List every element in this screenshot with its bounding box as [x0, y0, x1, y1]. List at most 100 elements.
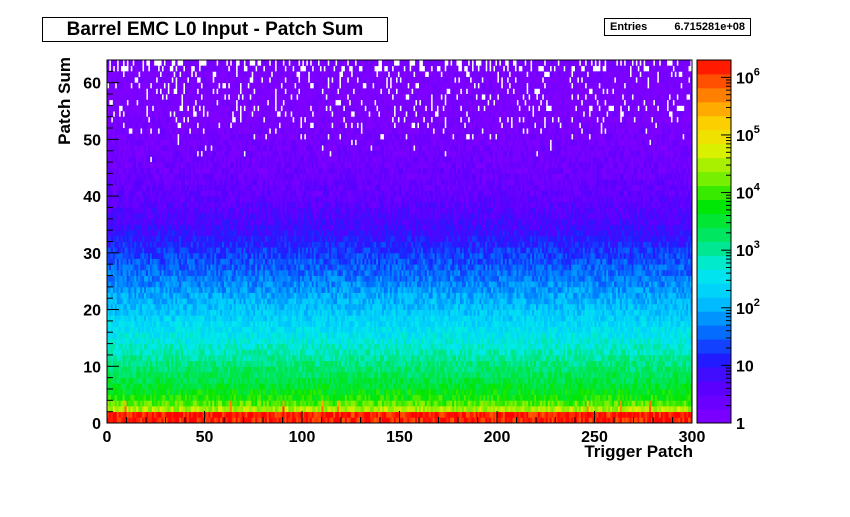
- heatmap-cell: [124, 411, 127, 418]
- heatmap-cell: [138, 179, 141, 186]
- heatmap-cell: [107, 371, 110, 379]
- heatmap-cell: [120, 309, 123, 316]
- heatmap-cell: [126, 207, 129, 214]
- heatmap-cell: [237, 111, 240, 118]
- heatmap-cell: [128, 145, 131, 152]
- heatmap-cell: [136, 411, 139, 418]
- heatmap-cell: [114, 218, 118, 225]
- heatmap-cell: [110, 94, 114, 101]
- heatmap-cell: [140, 99, 143, 106]
- heatmap-cell: [134, 71, 137, 78]
- heatmap-cell: [128, 394, 131, 401]
- heatmap-cell: [107, 343, 110, 350]
- heatmap-cell: [138, 128, 141, 135]
- heatmap-cell: [114, 405, 118, 413]
- heatmap-cell: [108, 281, 112, 288]
- heatmap-cell: [122, 360, 125, 367]
- heatmap-cell: [261, 116, 264, 123]
- heatmap-cell: [120, 60, 123, 67]
- heatmap-cell: [132, 281, 135, 288]
- heatmap-cell: [124, 162, 127, 169]
- heatmap-cell: [112, 281, 116, 288]
- heatmap-cell: [132, 179, 135, 186]
- heatmap-cell: [200, 105, 203, 112]
- heatmap-cell: [116, 184, 120, 191]
- heatmap-cell: [108, 167, 112, 174]
- heatmap-cell: [107, 286, 110, 293]
- heatmap-cell: [114, 292, 118, 299]
- heatmap-cell: [136, 360, 139, 367]
- heatmap-cell: [110, 218, 114, 225]
- heatmap-cell: [108, 343, 112, 350]
- heatmap-cell: [227, 122, 231, 129]
- heatmap-cell: [146, 65, 149, 72]
- heatmap-cell: [140, 224, 143, 231]
- heatmap-cell: [108, 269, 112, 276]
- heatmap-cell: [114, 343, 118, 350]
- heatmap-cell: [138, 337, 141, 344]
- heatmap-cell: [161, 60, 164, 67]
- heatmap-cell: [132, 337, 135, 344]
- heatmap-cell: [108, 150, 112, 157]
- heatmap-cell: [181, 82, 184, 89]
- heatmap-cell: [120, 400, 123, 407]
- heatmap-cell: [136, 388, 139, 396]
- heatmap-cell: [124, 258, 127, 265]
- heatmap-cell: [118, 337, 122, 344]
- heatmap-cell: [136, 213, 139, 220]
- heatmap-cell: [120, 99, 123, 106]
- heatmap-cell: [120, 326, 123, 333]
- heatmap-cell: [124, 241, 127, 248]
- heatmap-cell: [114, 156, 118, 163]
- heatmap-cell: [122, 150, 125, 157]
- heatmap-cell: [126, 360, 129, 367]
- heatmap-cell: [138, 303, 141, 310]
- heatmap-cell: [108, 400, 112, 407]
- heatmap-cell: [134, 179, 137, 186]
- heatmap-cell: [241, 65, 244, 72]
- heatmap-cells: [107, 60, 693, 424]
- heatmap-cell: [134, 303, 137, 310]
- heatmap-cell: [124, 82, 127, 89]
- heatmap-cell: [116, 315, 120, 322]
- heatmap-cell: [112, 298, 116, 305]
- heatmap-cell: [132, 201, 135, 208]
- heatmap-cell: [107, 145, 110, 152]
- heatmap-cell: [120, 150, 123, 157]
- heatmap-cell: [138, 94, 141, 101]
- heatmap-cell: [132, 230, 135, 237]
- heatmap-cell: [134, 366, 137, 373]
- heatmap-cell: [122, 281, 125, 288]
- heatmap-cell: [108, 71, 112, 78]
- heatmap-cell: [120, 269, 123, 276]
- heatmap-cell: [122, 326, 125, 333]
- heatmap-cell: [225, 94, 229, 101]
- heatmap-cell: [112, 354, 116, 362]
- heatmap-cell: [130, 337, 133, 344]
- heatmap-cell: [118, 405, 122, 413]
- heatmap-cell: [128, 252, 131, 259]
- heatmap-cell: [112, 156, 116, 163]
- heatmap-cell: [110, 343, 114, 350]
- heatmap-cell: [124, 292, 127, 299]
- heatmap-cell: [136, 394, 139, 401]
- heatmap-cell: [126, 405, 129, 413]
- heatmap-cell: [124, 128, 127, 135]
- heatmap-cell: [140, 292, 143, 299]
- heatmap-cell: [132, 360, 135, 367]
- heatmap-cell: [124, 156, 127, 163]
- heatmap-cell: [132, 417, 135, 424]
- heatmap-cell: [140, 156, 143, 163]
- heatmap-cell: [138, 349, 141, 356]
- heatmap-cell: [198, 94, 201, 101]
- heatmap-cell: [114, 207, 118, 214]
- heatmap-cell: [110, 190, 114, 197]
- heatmap-cell: [116, 105, 120, 112]
- heatmap-cell: [118, 173, 122, 180]
- heatmap-cell: [144, 88, 147, 95]
- heatmap-cell: [114, 349, 118, 356]
- heatmap-cell: [132, 275, 135, 282]
- heatmap-cell: [120, 286, 123, 293]
- heatmap-cell: [138, 105, 141, 112]
- heatmap-cell: [126, 400, 129, 407]
